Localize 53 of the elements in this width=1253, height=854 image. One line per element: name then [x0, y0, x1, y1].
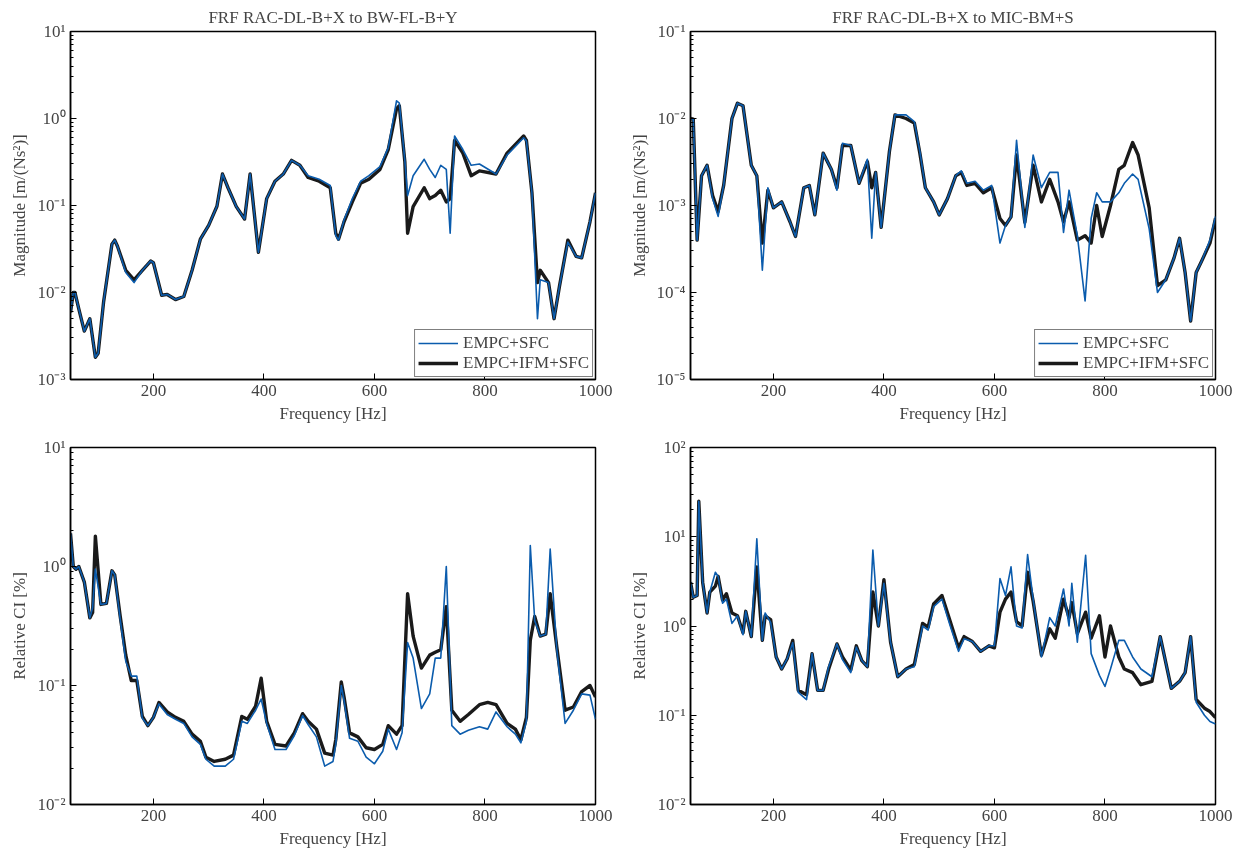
- x-tick-label: 800: [1092, 805, 1118, 825]
- y-axis-title: Relative CI [%]: [630, 572, 650, 680]
- x-axis-title: Frequency [Hz]: [279, 828, 387, 848]
- y-tick-label: 10⁻¹: [37, 676, 66, 695]
- y-tick-label: 10⁻³: [37, 370, 66, 389]
- y-axis-title: Magnitude [m/(Ns²)]: [629, 134, 649, 277]
- y-tick-label: 10⁻¹: [37, 196, 66, 215]
- x-tick-label: 400: [871, 805, 897, 825]
- x-tick-label: 800: [1092, 380, 1118, 400]
- y-tick-label: 10¹: [663, 527, 686, 547]
- x-tick-label: 200: [760, 805, 787, 825]
- x-axis-title: Frequency [Hz]: [279, 403, 387, 423]
- y-tick-label: 10¹: [43, 438, 66, 457]
- legend-label: EMPC+SFC: [463, 333, 550, 353]
- x-tick-label: 400: [251, 380, 277, 400]
- y-tick-label: 10⁻⁵: [656, 370, 686, 389]
- x-tick-label: 200: [760, 380, 787, 400]
- x-tick-label: 600: [981, 805, 1008, 825]
- y-tick-label: 10²: [663, 438, 686, 457]
- y-tick-label: 10⁰: [662, 616, 686, 636]
- y-axis-title: Relative CI [%]: [10, 572, 30, 680]
- y-axis-title: Magnitude [m/(Ns²)]: [10, 134, 30, 277]
- x-tick-label: 400: [251, 805, 277, 825]
- x-tick-label: 200: [140, 805, 167, 825]
- x-tick-label: 1000: [578, 380, 613, 400]
- y-tick-label: 10⁰: [42, 109, 66, 128]
- legend-label: EMPC+IFM+SFC: [1083, 353, 1209, 373]
- y-tick-label: 10⁻²: [657, 795, 686, 814]
- x-tick-label: 1000: [1198, 380, 1233, 400]
- x-tick-label: 1000: [1198, 805, 1233, 825]
- x-tick-label: 1000: [578, 805, 613, 825]
- y-tick-label: 10⁻²: [37, 795, 66, 814]
- y-tick-label: 10⁻³: [657, 196, 686, 215]
- legend-label: EMPC+SFC: [1083, 333, 1170, 353]
- y-tick-label: 10⁰: [42, 557, 66, 576]
- y-tick-label: 10⁻¹: [657, 22, 686, 41]
- y-tick-label: 10⁻²: [37, 283, 66, 302]
- y-tick-label: 10⁻⁴: [656, 283, 686, 302]
- legend-label: EMPC+IFM+SFC: [463, 353, 589, 373]
- y-tick-label: 10⁻²: [657, 109, 686, 128]
- x-tick-label: 600: [361, 805, 388, 825]
- x-axis-title: Frequency [Hz]: [899, 403, 1007, 423]
- chart-title: FRF RAC-DL-B+X to MIC-BM+S: [832, 7, 1074, 27]
- x-tick-label: 400: [871, 380, 897, 400]
- x-tick-label: 600: [361, 380, 388, 400]
- y-tick-label: 10¹: [43, 22, 66, 41]
- chart-title: FRF RAC-DL-B+X to BW-FL-B+Y: [208, 7, 458, 27]
- y-tick-label: 10⁻¹: [657, 705, 686, 725]
- x-tick-label: 600: [981, 380, 1008, 400]
- x-tick-label: 800: [472, 380, 498, 400]
- x-tick-label: 200: [140, 380, 167, 400]
- x-tick-label: 800: [472, 805, 498, 825]
- x-axis-title: Frequency [Hz]: [899, 828, 1007, 848]
